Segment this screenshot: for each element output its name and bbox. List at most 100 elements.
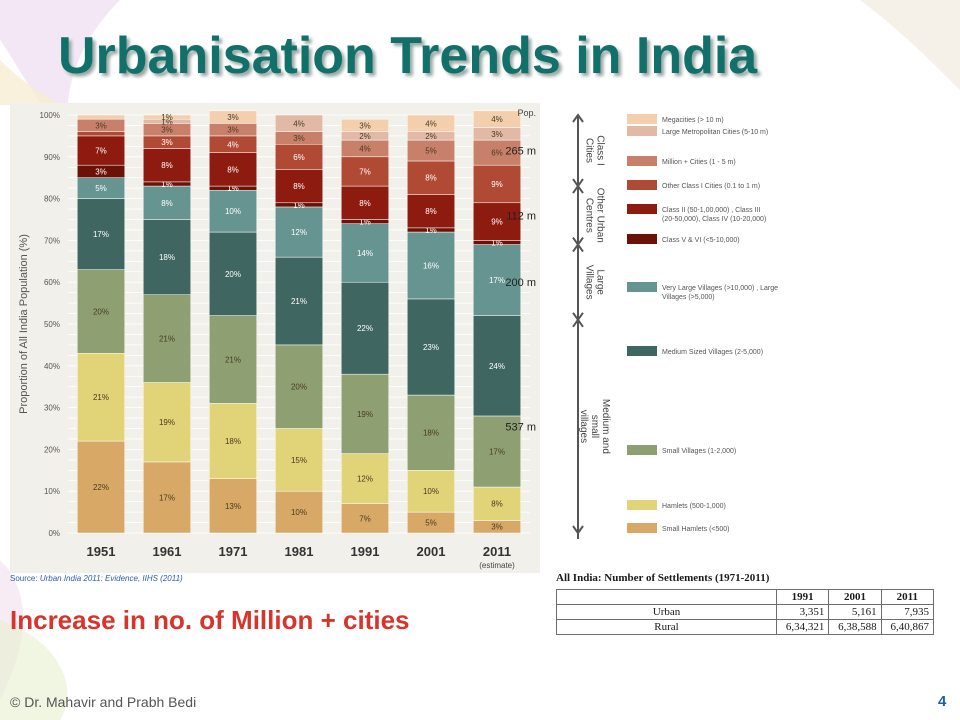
- data-label: 2%: [425, 132, 437, 141]
- settlements-table: 1991 2001 2011 Urban 3,351 5,161 7,935 R…: [556, 589, 935, 635]
- bar-segment: [208, 189, 258, 233]
- stacked-bar-chart: 0% 10% 20% 30% 40% 50% 60% 70% 80% 90% 100% Proport…: [18, 108, 536, 570]
- x-tick-label: 1981: [285, 544, 314, 559]
- group-pop-label: 265 m: [505, 146, 536, 158]
- y-tick-label: 70%: [44, 236, 60, 245]
- legend-swatch: [627, 180, 657, 190]
- bar-segment: [208, 110, 258, 124]
- bar-segment: [340, 118, 390, 132]
- y-tick-label: 100%: [40, 111, 60, 120]
- group-name-label: Medium andsmallvillages: [578, 399, 611, 454]
- data-label: 12%: [357, 475, 373, 484]
- settlements-title: All India: Number of Settlements (1971-2…: [556, 572, 770, 584]
- data-label: 4%: [293, 119, 305, 128]
- legend-label: Large Metropolitan Cities (5-10 m): [662, 129, 768, 136]
- x-tick-label: 1971: [219, 544, 248, 559]
- legend-swatch: [627, 346, 657, 356]
- group-name-line: small: [589, 415, 600, 438]
- legend-swatch: [627, 523, 657, 533]
- data-label: 3%: [95, 167, 107, 176]
- bar-segment: [76, 269, 126, 354]
- bar-segment: [472, 139, 522, 166]
- bar-segment: [274, 206, 324, 258]
- data-label: 3%: [359, 121, 371, 130]
- bar-segment: [472, 202, 522, 241]
- y-tick-label: 30%: [44, 404, 60, 413]
- group-name-line: Cities: [584, 138, 595, 163]
- pop-header: Pop.: [517, 108, 536, 118]
- data-label: 18%: [225, 437, 241, 446]
- bar-segment: [208, 152, 258, 187]
- x-tick-label: 1951: [87, 544, 116, 559]
- data-label: 7%: [359, 167, 371, 176]
- bar-segment: [274, 114, 324, 132]
- swirl-shape: [860, 0, 960, 90]
- group-pop-label: 112 m: [506, 210, 536, 222]
- table-header: 2011: [880, 589, 935, 605]
- legend-label: Hamlets (500-1,000): [662, 503, 726, 510]
- data-label: 22%: [93, 483, 109, 492]
- data-label: 17%: [93, 230, 109, 239]
- bar-segment: [142, 461, 192, 534]
- swirl-shape: [0, 620, 68, 720]
- group-name-label: Other UrbanCentres: [584, 188, 606, 243]
- bar-segment: [142, 185, 192, 220]
- data-label: 2%: [359, 132, 371, 141]
- bar-segment: [340, 185, 390, 220]
- bar-segment: [340, 156, 390, 187]
- data-label: 8%: [161, 199, 173, 208]
- group-name-line: villages: [578, 410, 589, 443]
- bar-segment: [76, 131, 126, 137]
- legend-label-line: Megacities (> 10 m): [662, 117, 724, 124]
- table-row: Urban 3,351 5,161 7,935: [556, 604, 935, 620]
- data-label: 7%: [95, 147, 107, 156]
- data-label: 10%: [225, 207, 241, 216]
- legend-label: Class II (50-1,00,000) , Class III (20-50…: [662, 207, 766, 223]
- bar-segment: [274, 256, 324, 346]
- data-label: 1%: [293, 201, 305, 210]
- data-label: 3%: [491, 130, 503, 139]
- footer-credit: © Dr. Mahavir and Prabh Bedi: [10, 694, 197, 710]
- bar-segment: [406, 298, 456, 396]
- data-label: 21%: [225, 356, 241, 365]
- data-label: 8%: [491, 500, 503, 509]
- legend-label-line: Small Hamlets (<500): [662, 526, 730, 533]
- bar-segment: [406, 394, 456, 471]
- y-tick-label: 20%: [44, 445, 60, 454]
- legend-swatch: [627, 156, 657, 166]
- data-label: 8%: [425, 174, 437, 183]
- bar-segment: [142, 294, 192, 383]
- y-axis-label: Proportion of All India Population (%): [18, 234, 30, 414]
- legend-label-line: Million + Cities (1 - 5 m): [662, 159, 736, 166]
- bar-segment: [406, 160, 456, 195]
- data-label: 16%: [423, 261, 439, 270]
- group-pop-label: 200 m: [505, 277, 536, 289]
- bar-segment: [406, 231, 456, 300]
- data-label: 5%: [425, 147, 437, 156]
- data-label: 12%: [291, 228, 307, 237]
- data-label: 17%: [489, 447, 505, 456]
- y-tick-label: 40%: [44, 362, 60, 371]
- group-name-label: Class ICities: [584, 135, 606, 166]
- legend-label: Medium Sized Villages (2-5,000): [662, 349, 763, 356]
- legend-label: Small Villages (1-2,000): [662, 448, 736, 455]
- data-label: 20%: [93, 307, 109, 316]
- table-cell: 7,935: [880, 604, 935, 620]
- data-label: 9%: [491, 218, 503, 227]
- legend-label: Class V & VI (<5-10,000): [662, 237, 740, 244]
- table-cell: 5,161: [828, 604, 882, 620]
- bar-segment: [340, 503, 390, 534]
- row-label: Rural: [556, 619, 777, 635]
- data-label: 1%: [161, 180, 173, 189]
- data-label: 3%: [491, 523, 503, 532]
- data-label: 15%: [291, 456, 307, 465]
- y-tick-label: 80%: [44, 195, 60, 204]
- data-label: 3%: [227, 126, 239, 135]
- x-tick-label: 1961: [153, 544, 182, 559]
- data-label: 1%: [227, 184, 239, 193]
- group-name-line: Villages: [584, 265, 595, 300]
- group-name-line: Medium and: [600, 399, 611, 454]
- data-label: 18%: [423, 429, 439, 438]
- bar-segment: [208, 315, 258, 404]
- x-tick-label: 2001: [417, 544, 446, 559]
